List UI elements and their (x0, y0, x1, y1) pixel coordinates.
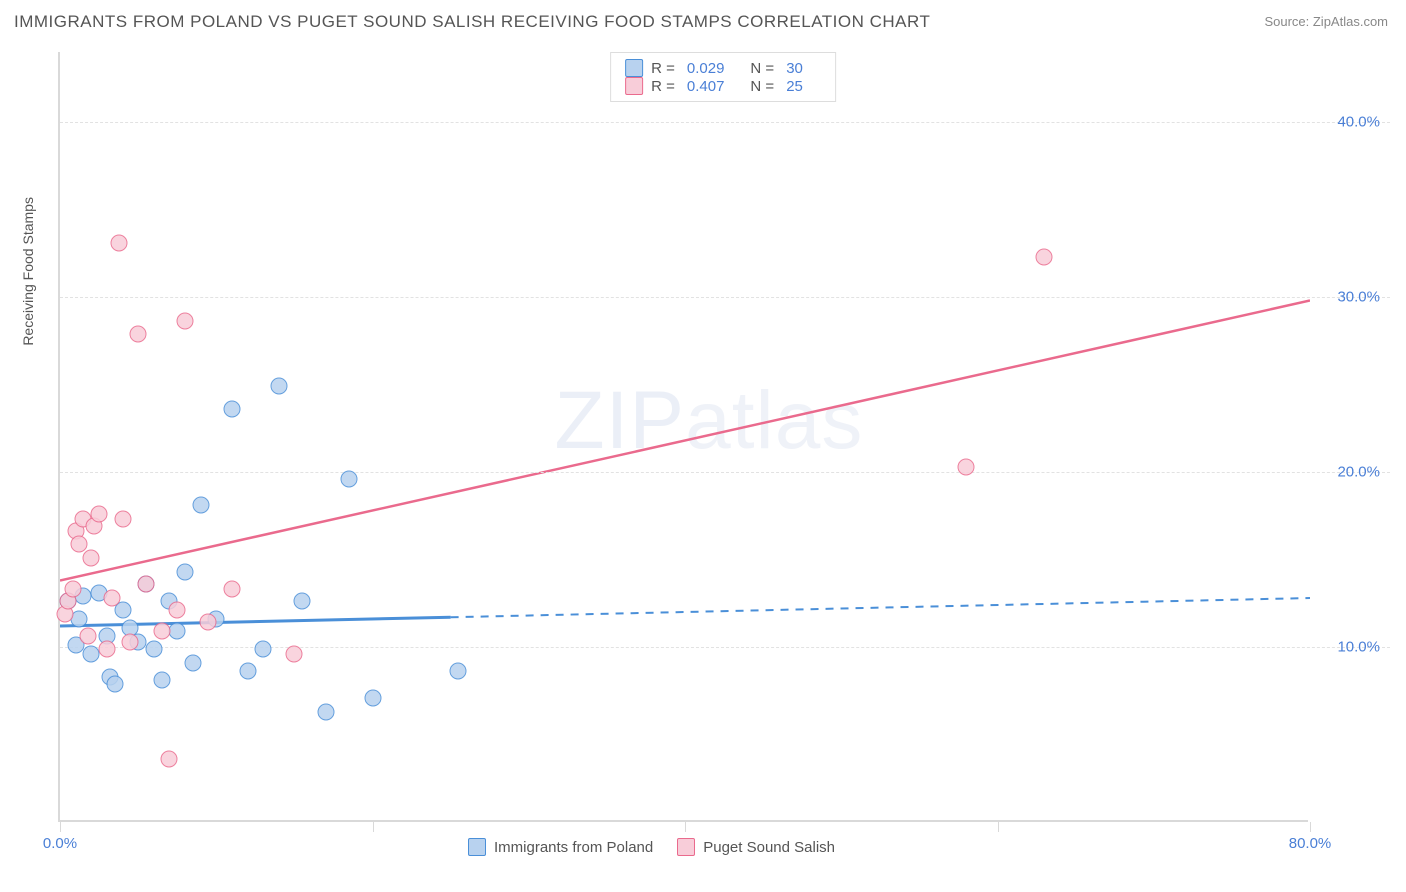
x-tick (685, 822, 686, 832)
legend-item: Puget Sound Salish (677, 838, 835, 856)
scatter-point (177, 563, 194, 580)
legend-n-label: N = (750, 60, 774, 77)
gridline (60, 122, 1390, 123)
legend-r-label: R = (651, 78, 675, 95)
legend-n-value: 30 (786, 60, 803, 77)
scatter-point (364, 689, 381, 706)
y-tick-label: 30.0% (1337, 289, 1380, 306)
scatter-point (83, 549, 100, 566)
x-tick (998, 822, 999, 832)
trend-line-solid (60, 301, 1310, 581)
x-tick (373, 822, 374, 832)
chart-area: ZIPatlas 10.0%20.0%30.0%40.0%0.0%80.0% R… (58, 52, 1388, 822)
legend-label: Puget Sound Salish (703, 839, 835, 856)
source-label: Source: ZipAtlas.com (1264, 14, 1388, 29)
scatter-point (137, 575, 154, 592)
scatter-point (83, 645, 100, 662)
legend-r-value: 0.407 (687, 78, 725, 95)
trend-lines-svg (60, 52, 1310, 822)
scatter-point (184, 654, 201, 671)
scatter-point (70, 535, 87, 552)
scatter-point (106, 675, 123, 692)
scatter-point (122, 633, 139, 650)
trend-line-dashed (451, 598, 1310, 617)
y-tick-label: 10.0% (1337, 639, 1380, 656)
scatter-point (98, 640, 115, 657)
scatter-point (161, 750, 178, 767)
scatter-point (958, 458, 975, 475)
chart-title: IMMIGRANTS FROM POLAND VS PUGET SOUND SA… (14, 12, 930, 32)
scatter-point (1036, 248, 1053, 265)
scatter-point (91, 505, 108, 522)
scatter-point (153, 672, 170, 689)
legend-swatch (625, 59, 643, 77)
legend-r-label: R = (651, 60, 675, 77)
legend-swatch (468, 838, 486, 856)
legend-swatch (677, 838, 695, 856)
x-tick-label: 0.0% (43, 835, 77, 852)
trend-line-solid (60, 617, 451, 626)
legend-n-label: N = (750, 78, 774, 95)
scatter-point (200, 614, 217, 631)
scatter-point (192, 497, 209, 514)
legend-r-value: 0.029 (687, 60, 725, 77)
scatter-point (64, 581, 81, 598)
scatter-point (169, 623, 186, 640)
scatter-point (169, 602, 186, 619)
scatter-point (294, 593, 311, 610)
watermark-light: atlas (685, 375, 863, 466)
scatter-point (223, 581, 240, 598)
scatter-point (80, 628, 97, 645)
gridline (60, 297, 1390, 298)
legend-item: Immigrants from Poland (468, 838, 653, 856)
scatter-point (239, 663, 256, 680)
y-axis-title: Receiving Food Stamps (20, 197, 36, 346)
scatter-point (450, 663, 467, 680)
scatter-point (111, 234, 128, 251)
watermark: ZIPatlas (555, 374, 864, 468)
scatter-point (255, 640, 272, 657)
correlation-legend: R = 0.029 N = 30 R = 0.407 N = 25 (610, 52, 836, 102)
watermark-bold: ZIP (555, 375, 686, 466)
legend-label: Immigrants from Poland (494, 839, 653, 856)
scatter-point (153, 623, 170, 640)
scatter-point (286, 645, 303, 662)
scatter-point (177, 313, 194, 330)
legend-row: R = 0.407 N = 25 (625, 77, 821, 95)
scatter-point (341, 470, 358, 487)
x-tick (1310, 822, 1311, 832)
scatter-point (145, 640, 162, 657)
scatter-point (130, 325, 147, 342)
series-legend: Immigrants from Poland Puget Sound Salish (468, 838, 835, 856)
x-tick-label: 80.0% (1289, 835, 1332, 852)
scatter-point (270, 378, 287, 395)
y-tick-label: 40.0% (1337, 114, 1380, 131)
legend-n-value: 25 (786, 78, 803, 95)
x-tick (60, 822, 61, 832)
scatter-point (103, 589, 120, 606)
scatter-point (223, 400, 240, 417)
scatter-point (317, 703, 334, 720)
scatter-point (114, 511, 131, 528)
legend-row: R = 0.029 N = 30 (625, 59, 821, 77)
legend-swatch (625, 77, 643, 95)
gridline (60, 472, 1390, 473)
plot-region: ZIPatlas 10.0%20.0%30.0%40.0%0.0%80.0% (58, 52, 1308, 822)
y-tick-label: 20.0% (1337, 464, 1380, 481)
